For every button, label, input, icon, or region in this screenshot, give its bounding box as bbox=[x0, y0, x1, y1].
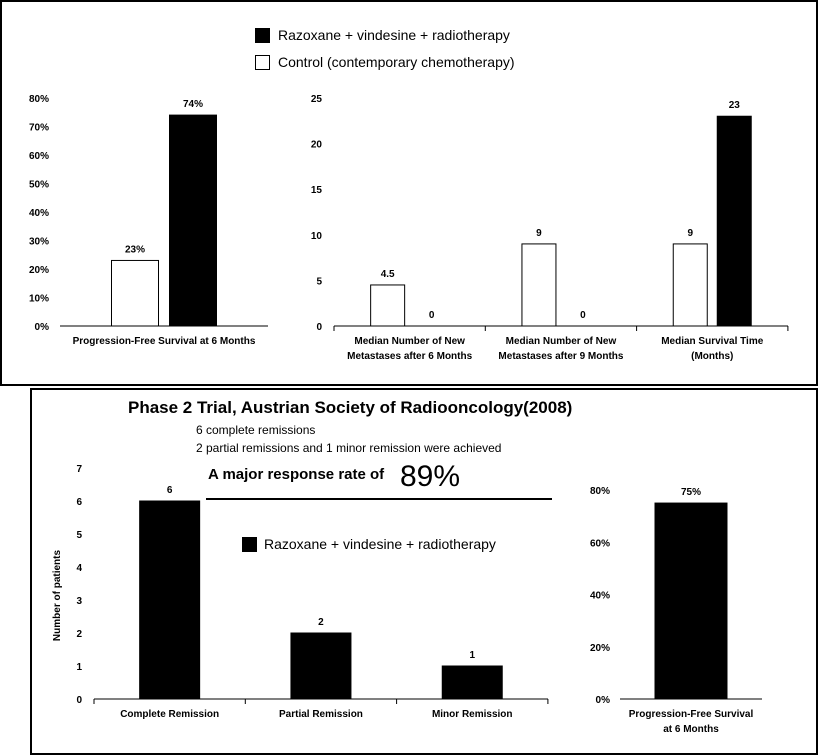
metastases-survival-bar bbox=[370, 284, 406, 327]
legend-swatch-treatment bbox=[255, 28, 270, 43]
note-partial-minor-remissions: 2 partial remissions and 1 minor remissi… bbox=[196, 441, 502, 455]
metastases-survival-bar bbox=[672, 243, 708, 327]
pfs-comparison-ytick-label: 40% bbox=[29, 208, 49, 219]
legend-label-treatment-bottom: Razoxane + vindesine + radiotherapy bbox=[264, 536, 496, 552]
legend-swatch-control bbox=[255, 55, 270, 70]
pfs-comparison-ytick-label: 20% bbox=[29, 265, 49, 276]
metastases-survival-category-label: Median Number of New bbox=[506, 336, 617, 347]
metastases-survival-data-label: 0 bbox=[429, 310, 435, 321]
remission-counts-ytick-label: 7 bbox=[76, 464, 82, 475]
metastases-survival-ytick-label: 10 bbox=[311, 231, 323, 242]
pfs-comparison-category-label: Progression-Free Survival at 6 Months bbox=[73, 336, 256, 347]
metastases-survival-data-label: 23 bbox=[729, 100, 741, 111]
remission-counts-ytick-label: 3 bbox=[76, 596, 82, 607]
phase2-pfs-category-label: Progression-Free Survival bbox=[629, 709, 754, 720]
metastases-survival-bar bbox=[716, 115, 752, 327]
remission-counts-category-label: Complete Remission bbox=[120, 709, 219, 720]
remission-counts-data-label: 6 bbox=[167, 485, 173, 496]
phase2-pfs-ytick-label: 60% bbox=[590, 538, 610, 549]
pfs-comparison-data-label: 23% bbox=[125, 244, 145, 255]
pfs-comparison-ytick-label: 80% bbox=[29, 94, 49, 105]
response-underline bbox=[206, 498, 552, 500]
metastases-survival-category-label: Median Survival Time bbox=[661, 336, 764, 347]
metastases-survival-data-label: 4.5 bbox=[381, 269, 395, 280]
response-rate-label: A major response rate of bbox=[208, 466, 385, 483]
phase2-pfs-bar bbox=[654, 502, 728, 700]
metastases-survival-ytick-label: 20 bbox=[311, 140, 323, 151]
remission-counts-ytick-label: 1 bbox=[76, 662, 82, 673]
remission-counts-ytick-label: 0 bbox=[76, 695, 82, 706]
metastases-survival-ytick-label: 25 bbox=[311, 94, 323, 105]
metastases-survival-ytick-label: 0 bbox=[316, 322, 322, 333]
remission-counts-ytick-label: 4 bbox=[76, 563, 82, 574]
remission-counts-bar bbox=[290, 632, 352, 700]
legend-swatch-treatment-bottom bbox=[242, 537, 257, 552]
phase2-pfs-ytick-label: 40% bbox=[590, 591, 610, 602]
bottom-figure-panel bbox=[30, 388, 818, 755]
pfs-comparison-ytick-label: 0% bbox=[35, 322, 50, 333]
pfs-comparison-bar bbox=[111, 259, 159, 327]
metastases-survival-category-label: Metastases after 9 Months bbox=[498, 351, 623, 362]
pfs-comparison-ytick-label: 30% bbox=[29, 237, 49, 248]
pfs-comparison-bar bbox=[169, 114, 217, 327]
top-figure-panel bbox=[0, 0, 818, 386]
pfs-comparison-ytick-label: 50% bbox=[29, 180, 49, 191]
metastases-survival-category-label: Metastases after 6 Months bbox=[347, 351, 472, 362]
remission-counts-category-label: Partial Remission bbox=[279, 709, 363, 720]
phase2-pfs-data-label: 75% bbox=[681, 487, 701, 498]
metastases-survival-bar bbox=[521, 243, 557, 327]
metastases-survival-data-label: 9 bbox=[687, 228, 693, 239]
pfs-comparison-data-label: 74% bbox=[183, 99, 203, 110]
metastases-survival-category-label: Median Number of New bbox=[354, 336, 465, 347]
metastases-survival-data-label: 9 bbox=[536, 228, 542, 239]
pfs-comparison-ytick-label: 70% bbox=[29, 123, 49, 134]
remission-counts-bar bbox=[139, 500, 201, 700]
pfs-comparison-ytick-label: 10% bbox=[29, 294, 49, 305]
phase2-pfs-ytick-label: 20% bbox=[590, 643, 610, 654]
remission-counts-bar bbox=[441, 665, 503, 700]
remission-counts-ytick-label: 2 bbox=[76, 629, 82, 640]
metastases-survival-category-label: (Months) bbox=[691, 351, 733, 362]
metastases-survival-ytick-label: 15 bbox=[311, 185, 323, 196]
remission-counts-category-label: Minor Remission bbox=[432, 709, 513, 720]
note-complete-remissions: 6 complete remissions bbox=[196, 423, 316, 437]
pfs-comparison-ytick-label: 60% bbox=[29, 151, 49, 162]
phase2-pfs-ytick-label: 0% bbox=[596, 695, 611, 706]
remission-counts-ytick-label: 6 bbox=[76, 497, 82, 508]
phase2-pfs-category-label: at 6 Months bbox=[663, 724, 719, 735]
legend-label-control: Control (contemporary chemotherapy) bbox=[278, 54, 515, 70]
remission-counts-data-label: 2 bbox=[318, 617, 324, 628]
remission-counts-y-axis-title: Number of patients bbox=[52, 550, 63, 642]
response-rate-value: 89% bbox=[400, 460, 461, 493]
remission-counts-ytick-label: 5 bbox=[76, 530, 82, 541]
remission-counts-data-label: 1 bbox=[469, 650, 475, 661]
trial-title: Phase 2 Trial, Austrian Society of Radio… bbox=[128, 398, 573, 417]
metastases-survival-ytick-label: 5 bbox=[316, 276, 322, 287]
phase2-pfs-ytick-label: 80% bbox=[590, 486, 610, 497]
legend-label-treatment: Razoxane + vindesine + radiotherapy bbox=[278, 27, 510, 43]
metastases-survival-data-label: 0 bbox=[580, 310, 586, 321]
